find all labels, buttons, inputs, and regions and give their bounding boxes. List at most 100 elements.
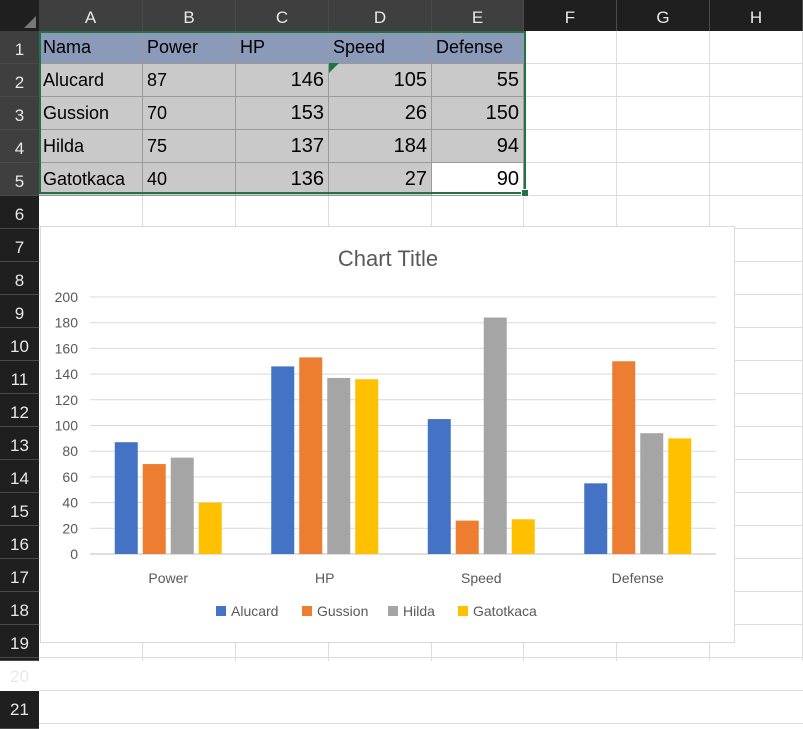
y-tick-label: 100	[55, 418, 79, 434]
table-cell[interactable]: 137	[236, 130, 329, 163]
column-header-f[interactable]: F	[524, 0, 617, 31]
table-header-cell[interactable]: Power	[143, 31, 236, 64]
select-all-button[interactable]	[0, 0, 40, 31]
table-cell[interactable]: 153	[236, 97, 329, 130]
y-tick-label: 180	[55, 315, 79, 331]
table-cell[interactable]: 26	[329, 97, 432, 130]
row-header-6[interactable]: 6	[0, 196, 39, 229]
chart-title[interactable]: Chart Title	[338, 246, 438, 271]
column-header-a[interactable]: A	[39, 0, 143, 31]
row-header-15[interactable]: 15	[0, 493, 39, 526]
y-tick-label: 140	[55, 366, 79, 382]
y-tick-label: 160	[55, 340, 79, 356]
row-header-9[interactable]: 9	[0, 295, 39, 328]
column-header-b[interactable]: B	[143, 0, 236, 31]
row-header-7[interactable]: 7	[0, 229, 39, 262]
bar-alucard-defense[interactable]	[584, 483, 608, 554]
table-cell[interactable]: Gussion	[39, 97, 143, 130]
table-cell[interactable]: 55	[432, 64, 524, 97]
table-cell[interactable]: 40	[143, 163, 236, 196]
table-cell[interactable]: 136	[236, 163, 329, 196]
select-all-icon	[24, 16, 36, 28]
y-tick-label: 80	[62, 443, 78, 459]
table-cell[interactable]: Alucard	[39, 64, 143, 97]
y-tick-label: 20	[62, 520, 78, 536]
x-category-label: Power	[148, 570, 188, 586]
row-header-12[interactable]: 12	[0, 394, 39, 427]
x-category-label: Defense	[612, 570, 664, 586]
bar-gatotkaca-defense[interactable]	[668, 438, 692, 554]
table-cell[interactable]: 105	[329, 64, 432, 97]
column-header-h[interactable]: H	[710, 0, 803, 31]
table-cell[interactable]: 146	[236, 64, 329, 97]
bar-gatotkaca-speed[interactable]	[511, 519, 535, 554]
row-header-1[interactable]: 1	[0, 31, 39, 64]
row-header-5[interactable]: 5	[0, 163, 39, 196]
row-header-17[interactable]: 17	[0, 559, 39, 592]
table-header-cell[interactable]: Speed	[329, 31, 432, 64]
row-header-13[interactable]: 13	[0, 427, 39, 460]
bar-gussion-defense[interactable]	[612, 361, 636, 554]
x-category-label: Speed	[461, 570, 501, 586]
row-header-19[interactable]: 19	[0, 625, 39, 658]
bar-hilda-power[interactable]	[170, 457, 194, 554]
table-header-cell[interactable]: Defense	[432, 31, 524, 64]
bar-gatotkaca-power[interactable]	[198, 502, 222, 554]
y-tick-label: 200	[55, 289, 79, 305]
gridline-row	[39, 723, 803, 724]
table-cell[interactable]: 27	[329, 163, 432, 196]
table-cell[interactable]: 184	[329, 130, 432, 163]
bar-hilda-speed[interactable]	[483, 317, 507, 554]
table-cell[interactable]: Hilda	[39, 130, 143, 163]
table-header-cell[interactable]: Nama	[39, 31, 143, 64]
row-header-18[interactable]: 18	[0, 592, 39, 625]
table-cell[interactable]: 90	[432, 163, 524, 196]
row-header-14[interactable]: 14	[0, 460, 39, 493]
column-header-e[interactable]: E	[432, 0, 524, 31]
table-cell[interactable]: 94	[432, 130, 524, 163]
y-tick-label: 120	[55, 392, 79, 408]
gridline-row	[39, 690, 803, 691]
column-header-g[interactable]: G	[617, 0, 710, 31]
fill-handle[interactable]	[521, 189, 529, 197]
bar-gatotkaca-hp[interactable]	[355, 379, 379, 554]
column-header-d[interactable]: D	[329, 0, 432, 31]
column-header-c[interactable]: C	[236, 0, 329, 31]
row-header-11[interactable]: 11	[0, 361, 39, 394]
table-cell[interactable]: 150	[432, 97, 524, 130]
chart-canvas: Chart Title 0 20 40 60 80 100 120 140 160 180 200 Po…	[55, 246, 716, 619]
table-header-cell[interactable]: HP	[236, 31, 329, 64]
bar-gussion-speed[interactable]	[455, 520, 479, 554]
row-header-3[interactable]: 3	[0, 97, 39, 130]
row-header-21[interactable]: 21	[0, 691, 39, 729]
bar-alucard-hp[interactable]	[271, 366, 295, 554]
legend-label-alucard[interactable]: Alucard	[231, 603, 278, 619]
table-cell[interactable]: 75	[143, 130, 236, 163]
column-chart[interactable]: Chart Title 0 20 40 60 80 100 120 140 160 180 200 Po…	[40, 226, 735, 643]
legend-label-gatotkaca[interactable]: Gatotkaca	[473, 603, 537, 619]
row-header-8[interactable]: 8	[0, 262, 39, 295]
bar-gussion-power[interactable]	[142, 464, 166, 554]
bar-gussion-hp[interactable]	[299, 357, 323, 554]
table-cell[interactable]: Gatotkaca	[39, 163, 143, 196]
table-cell[interactable]: 70	[143, 97, 236, 130]
row-header-4[interactable]: 4	[0, 130, 39, 163]
bar-hilda-hp[interactable]	[327, 377, 351, 554]
bar-hilda-defense[interactable]	[640, 433, 664, 554]
table-cell[interactable]: 87	[143, 64, 236, 97]
bar-alucard-speed[interactable]	[427, 419, 451, 554]
legend-swatch-gatotkaca	[458, 606, 468, 616]
y-tick-label: 60	[62, 469, 78, 485]
error-indicator-icon	[329, 63, 339, 73]
bar-alucard-power[interactable]	[114, 442, 138, 554]
row-header-10[interactable]: 10	[0, 328, 39, 361]
legend-swatch-gussion	[302, 606, 312, 616]
y-tick-label: 0	[70, 546, 78, 562]
legend-label-gussion[interactable]: Gussion	[317, 603, 368, 619]
row-header-16[interactable]: 16	[0, 526, 39, 559]
legend-swatch-hilda	[388, 606, 398, 616]
row-header-2[interactable]: 2	[0, 64, 39, 97]
legend-swatch-alucard	[216, 606, 226, 616]
legend-label-hilda[interactable]: Hilda	[403, 603, 435, 619]
y-tick-label: 40	[62, 495, 78, 511]
